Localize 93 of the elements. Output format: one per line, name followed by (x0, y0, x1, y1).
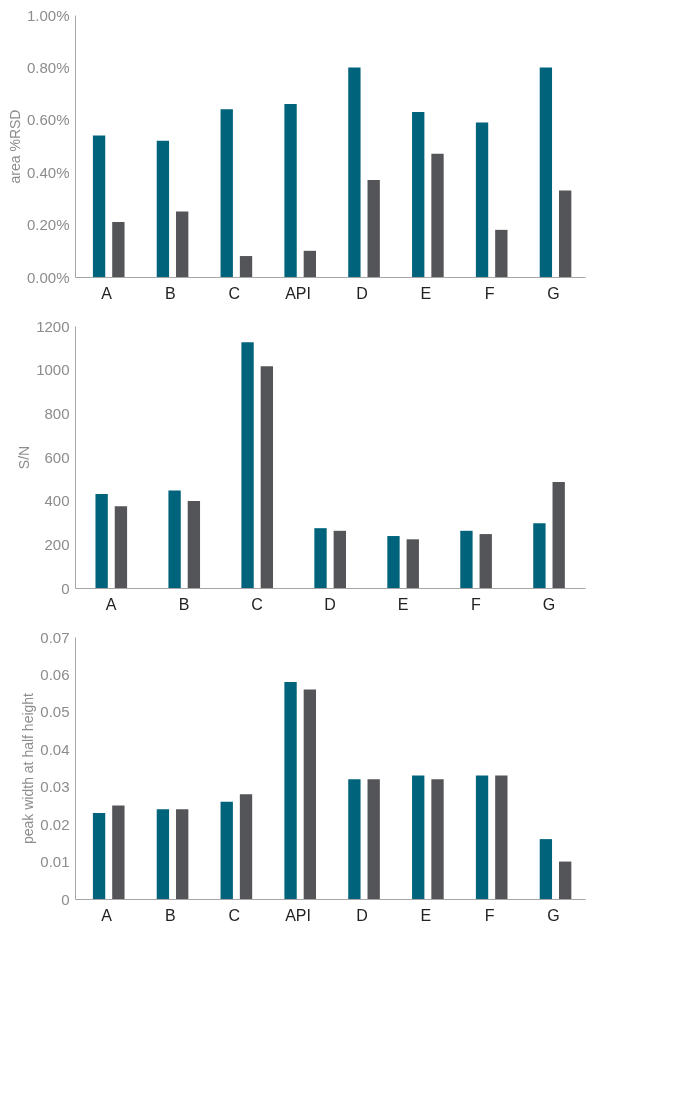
y-tick-label: 0.01 (40, 853, 70, 871)
bar (114, 506, 128, 588)
bar (475, 775, 489, 899)
bar (539, 67, 553, 277)
bar (495, 229, 508, 277)
bar (333, 530, 346, 588)
bar (314, 528, 327, 588)
bar (348, 779, 361, 899)
y-axis-title: S/N (16, 445, 33, 470)
y-tick-label: 1.00% (26, 6, 70, 24)
y-tick-label: 0.02 (40, 815, 70, 833)
x-tick-label: API (285, 906, 311, 924)
x-tick-label: G (547, 284, 560, 302)
bar (284, 104, 297, 277)
x-tick-label: B (165, 284, 176, 302)
x-tick-label: C (228, 284, 241, 302)
x-tick-label: D (356, 284, 368, 302)
y-tick-label: 0 (61, 890, 70, 908)
bar (239, 794, 253, 899)
x-tick-label: E (420, 284, 432, 302)
y-tick-label: 800 (44, 404, 70, 422)
x-tick-label: API (285, 284, 311, 302)
y-tick-label: 0.03 (40, 778, 70, 796)
bar (92, 812, 106, 899)
bar (284, 681, 297, 899)
bar (559, 861, 572, 899)
y-tick-label: 0.80% (26, 58, 70, 76)
bar (176, 211, 189, 277)
x-tick-label: C (251, 595, 263, 613)
bar (303, 250, 317, 277)
x-tick-label: F (484, 284, 495, 302)
bar (241, 342, 254, 588)
bar (187, 500, 201, 588)
x-tick-label: D (356, 906, 368, 924)
x-tick-label: C (228, 906, 241, 924)
bar (412, 775, 425, 899)
x-tick-label: F (484, 906, 495, 924)
y-tick-label: 0.04 (40, 740, 70, 758)
x-tick-label: E (420, 906, 432, 924)
y-tick-label: 0.60% (26, 111, 70, 129)
x-tick-label: D (324, 595, 336, 613)
bar (260, 366, 274, 588)
y-tick-label: 1000 (36, 361, 70, 379)
y-tick-label: 0.00% (26, 268, 70, 286)
y-axis-title: area %RSD (6, 109, 23, 184)
bar (412, 111, 425, 277)
y-axis-title: peak width at half height (20, 692, 37, 844)
bar (92, 135, 106, 277)
y-tick-label: 1200 (36, 317, 70, 335)
x-tick-label: E (397, 595, 409, 613)
bar (112, 221, 125, 277)
bar (533, 523, 546, 588)
bar (239, 256, 253, 277)
y-tick-label: 0.20% (26, 216, 70, 234)
x-tick-label: A (101, 906, 113, 924)
bar (431, 779, 444, 899)
bar (387, 536, 400, 588)
x-tick-label: B (165, 906, 176, 924)
x-tick-label: G (547, 906, 560, 924)
bar (539, 839, 553, 899)
y-tick-label: 0 (61, 579, 70, 597)
bar (367, 779, 380, 899)
x-tick-label: A (105, 595, 117, 613)
bar (220, 801, 233, 899)
y-tick-label: 0.07 (40, 628, 70, 646)
x-tick-label: F (471, 595, 482, 613)
y-tick-label: 0.06 (40, 665, 70, 683)
y-tick-label: 400 (44, 492, 70, 510)
bar (552, 482, 565, 588)
bar (168, 490, 181, 588)
bar (176, 809, 189, 899)
bar (156, 140, 170, 277)
bar (475, 122, 489, 277)
y-tick-label: 0.05 (40, 703, 70, 721)
bar (460, 530, 473, 588)
bar (406, 539, 419, 588)
bar (559, 190, 572, 277)
bar (303, 689, 317, 899)
bar (220, 109, 233, 277)
bar (479, 534, 492, 588)
y-tick-label: 0.40% (26, 163, 70, 181)
bar (431, 153, 444, 277)
bar (156, 809, 170, 899)
bar (112, 805, 125, 899)
x-tick-label: B (178, 595, 190, 613)
bar (348, 67, 361, 277)
bar (495, 775, 508, 899)
y-tick-label: 600 (44, 448, 70, 466)
y-tick-label: 200 (44, 535, 70, 553)
x-tick-label: A (101, 284, 113, 302)
bar (95, 493, 108, 588)
bar (367, 180, 380, 277)
x-tick-label: G (542, 595, 556, 613)
